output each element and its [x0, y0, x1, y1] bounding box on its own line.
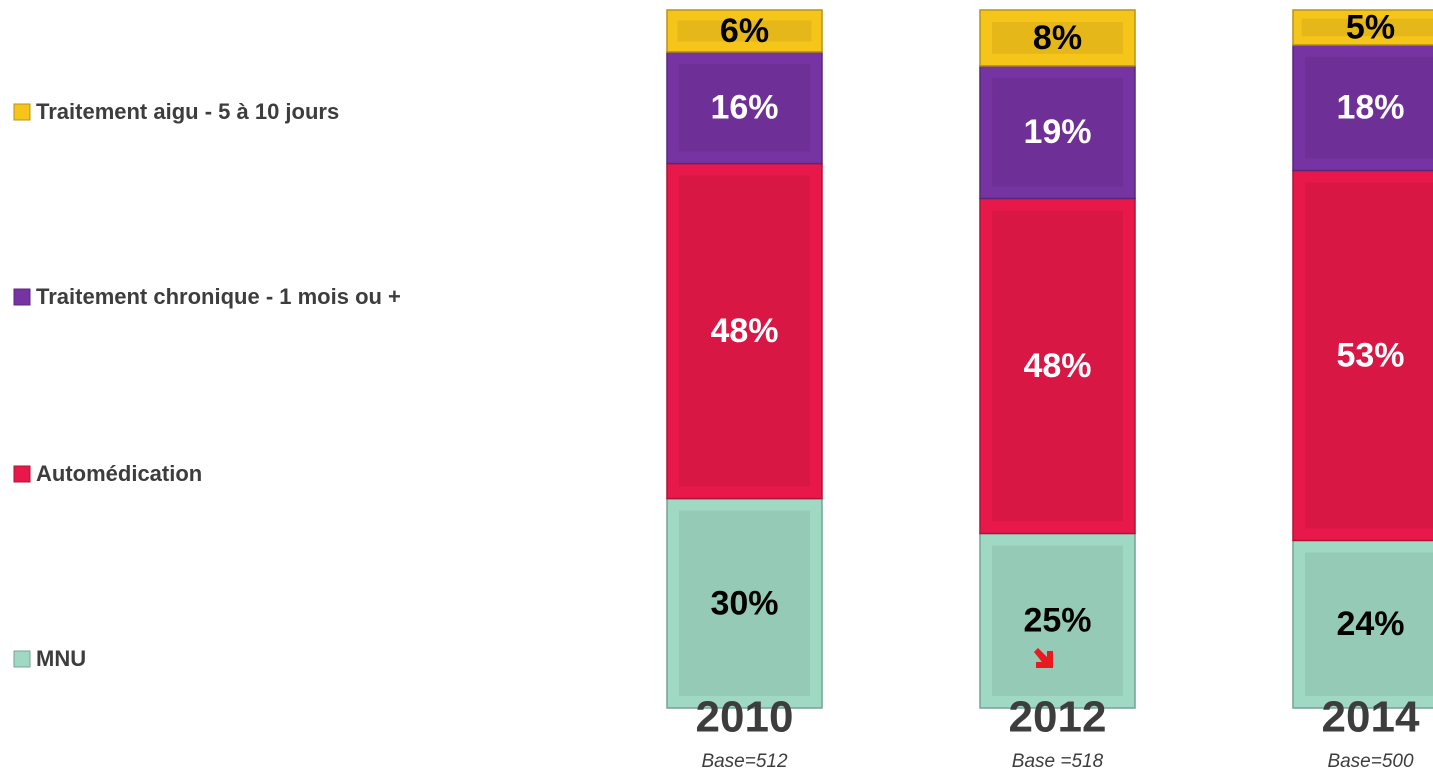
bar-bevel: [1305, 552, 1433, 696]
value-label: 16%: [710, 89, 778, 127]
bar-bevel: [1305, 182, 1433, 529]
bar-bevel: [992, 210, 1123, 522]
x-tick-label: 2010: [696, 693, 794, 742]
base-label: Base =518: [1012, 751, 1104, 772]
legend-swatch: [13, 288, 31, 306]
bar-bevel: [677, 20, 812, 42]
bar-bevel: [992, 545, 1123, 696]
trend-arrow: [1034, 648, 1053, 668]
legend-label: Traitement aigu - 5 à 10 jours: [36, 99, 339, 124]
value-label: 53%: [1336, 336, 1404, 374]
bar-bevel: [679, 63, 810, 152]
value-label: 8%: [1033, 19, 1082, 57]
value-label: 18%: [1336, 89, 1404, 127]
value-label: 19%: [1023, 113, 1091, 151]
value-label: 48%: [1023, 347, 1091, 385]
bar-bevel: [1305, 56, 1433, 159]
value-label: 48%: [710, 312, 778, 350]
bars: [666, 9, 1433, 709]
legend-swatch: [13, 103, 31, 121]
x-tick-label: 2012: [1009, 693, 1107, 742]
labels: 30% 48% 16% 6% 2010 Base=512 25% 48% 19% 8% 2012 Ba…: [696, 8, 1420, 772]
legend-label: Traitement chronique - 1 mois ou +: [36, 284, 401, 309]
bar-bevel: [679, 510, 810, 696]
value-label: 5%: [1346, 8, 1395, 46]
value-label: 6%: [720, 12, 769, 50]
legend-swatch: [13, 465, 31, 483]
bar-bevel: [1301, 18, 1433, 37]
bar-bevel: [992, 77, 1123, 187]
legend-label: MNU: [36, 646, 86, 671]
x-tick-label: 2014: [1322, 693, 1420, 742]
base-label: Base=500: [1327, 751, 1414, 772]
bar-bevel: [679, 175, 810, 487]
legend-label: Automédication: [36, 461, 202, 486]
base-label: Base=512: [701, 751, 788, 772]
bar-bevel: [992, 22, 1123, 54]
value-label: 25%: [1023, 602, 1091, 640]
value-label: 24%: [1336, 605, 1404, 643]
legend-swatch: [13, 650, 31, 668]
value-label: 30%: [710, 584, 778, 622]
